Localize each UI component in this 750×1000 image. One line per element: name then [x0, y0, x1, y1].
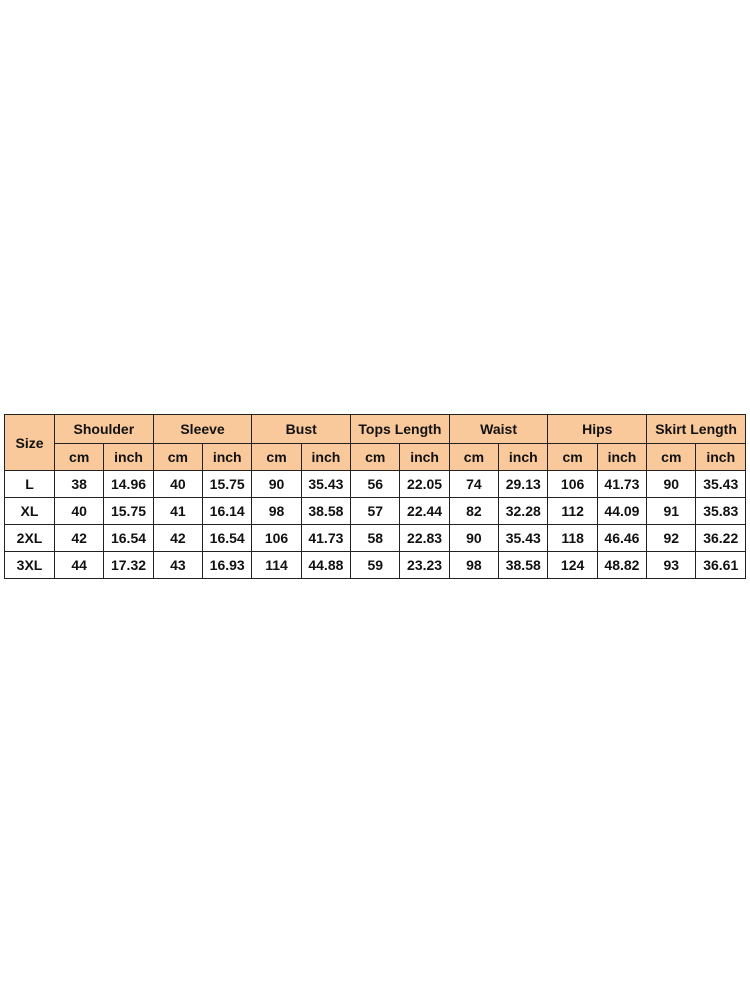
value-cell: 40 [53, 497, 105, 525]
value-cell: 93 [646, 551, 697, 579]
unit-header: inch [300, 443, 352, 471]
table-row: XL 40 15.75 41 16.14 98 38.58 57 22.44 82 32.28 112… [4, 497, 746, 525]
value-cell: 59 [350, 551, 401, 579]
group-header: Hips [547, 414, 648, 444]
unit-header: inch [202, 443, 253, 471]
unit-header: cm [350, 443, 401, 471]
table-row: 2XL 42 16.54 42 16.54 106 41.73 58 22.83 90 35.43 1… [4, 524, 746, 552]
value-cell: 44.09 [596, 497, 648, 525]
table-row: 3XL 44 17.32 43 16.93 114 44.88 59 23.23 98 38.58 1… [4, 551, 746, 579]
value-cell: 98 [448, 551, 500, 579]
value-cell: 90 [646, 470, 697, 498]
value-cell: 43 [152, 551, 204, 579]
value-cell: 57 [350, 497, 401, 525]
value-cell: 46.46 [596, 524, 648, 552]
value-cell: 90 [448, 524, 500, 552]
value-cell: 42 [53, 524, 105, 552]
value-cell: 124 [547, 551, 598, 579]
unit-header: cm [646, 443, 697, 471]
value-cell: 23.23 [399, 551, 450, 579]
value-cell: 38.58 [498, 551, 549, 579]
value-cell: 112 [547, 497, 598, 525]
value-cell: 106 [547, 470, 598, 498]
group-header: Waist [448, 414, 549, 444]
group-header: Skirt Length [646, 414, 746, 444]
value-cell: 22.83 [399, 524, 450, 552]
unit-header: inch [695, 443, 746, 471]
value-cell: 41.73 [300, 524, 352, 552]
unit-header: cm [152, 443, 204, 471]
value-cell: 16.54 [103, 524, 154, 552]
value-cell: 106 [251, 524, 302, 552]
value-cell: 15.75 [202, 470, 253, 498]
size-header: Size [4, 414, 55, 471]
value-cell: 22.44 [399, 497, 450, 525]
unit-header: inch [596, 443, 648, 471]
value-cell: 22.05 [399, 470, 450, 498]
value-cell: 35.43 [498, 524, 549, 552]
value-cell: 15.75 [103, 497, 154, 525]
size-cell: 3XL [4, 551, 55, 579]
value-cell: 14.96 [103, 470, 154, 498]
group-header: Sleeve [152, 414, 253, 444]
value-cell: 35.43 [695, 470, 746, 498]
value-cell: 16.93 [202, 551, 253, 579]
size-cell: 2XL [4, 524, 55, 552]
unit-header: inch [399, 443, 450, 471]
group-header: Tops Length [350, 414, 450, 444]
value-cell: 44 [53, 551, 105, 579]
size-cell: L [4, 470, 55, 498]
value-cell: 29.13 [498, 470, 549, 498]
value-cell: 32.28 [498, 497, 549, 525]
value-cell: 56 [350, 470, 401, 498]
value-cell: 90 [251, 470, 302, 498]
value-cell: 16.14 [202, 497, 253, 525]
unit-header: cm [251, 443, 302, 471]
size-cell: XL [4, 497, 55, 525]
unit-header: cm [547, 443, 598, 471]
value-cell: 41.73 [596, 470, 648, 498]
value-cell: 38 [53, 470, 105, 498]
value-cell: 35.43 [300, 470, 352, 498]
value-cell: 36.22 [695, 524, 746, 552]
unit-header: inch [498, 443, 549, 471]
unit-header: cm [53, 443, 105, 471]
value-cell: 36.61 [695, 551, 746, 579]
value-cell: 58 [350, 524, 401, 552]
value-cell: 98 [251, 497, 302, 525]
size-chart-table: Size Shoulder Sleeve Bust Tops Length Waist H… [4, 414, 746, 579]
value-cell: 91 [646, 497, 697, 525]
value-cell: 42 [152, 524, 204, 552]
value-cell: 82 [448, 497, 500, 525]
value-cell: 92 [646, 524, 697, 552]
value-cell: 44.88 [300, 551, 352, 579]
value-cell: 48.82 [596, 551, 648, 579]
value-cell: 38.58 [300, 497, 352, 525]
value-cell: 17.32 [103, 551, 154, 579]
unit-header: inch [103, 443, 154, 471]
group-header: Bust [251, 414, 352, 444]
value-cell: 16.54 [202, 524, 253, 552]
table-row: L 38 14.96 40 15.75 90 35.43 56 22.05 74 29.13 106 4… [4, 470, 746, 498]
value-cell: 40 [152, 470, 204, 498]
value-cell: 118 [547, 524, 598, 552]
unit-header: cm [448, 443, 500, 471]
value-cell: 35.83 [695, 497, 746, 525]
value-cell: 41 [152, 497, 204, 525]
value-cell: 114 [251, 551, 302, 579]
group-header: Shoulder [54, 414, 154, 444]
value-cell: 74 [448, 470, 500, 498]
